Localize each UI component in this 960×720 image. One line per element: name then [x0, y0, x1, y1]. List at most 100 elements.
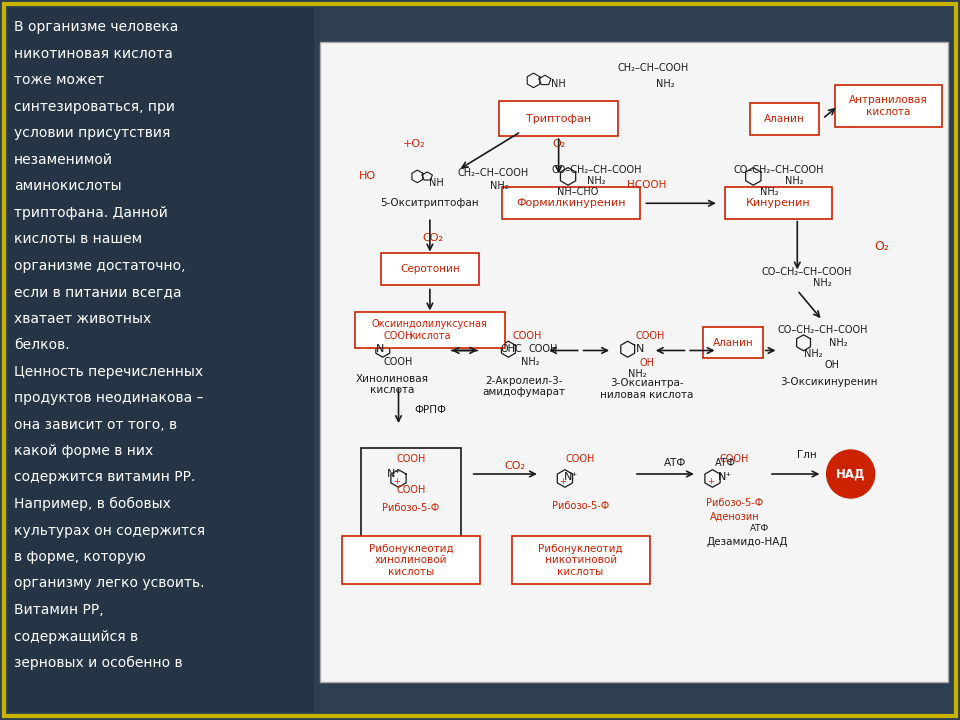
- Text: Серотонин: Серотонин: [400, 264, 460, 274]
- Text: зерновых и особенно в: зерновых и особенно в: [14, 656, 182, 670]
- Text: АТФ: АТФ: [663, 458, 686, 468]
- Text: Кинуренин: Кинуренин: [746, 198, 811, 208]
- Bar: [361, 449, 462, 538]
- Text: кислоты в нашем: кислоты в нашем: [14, 232, 142, 246]
- Text: COOH: COOH: [635, 331, 664, 341]
- Bar: [502, 187, 640, 220]
- Bar: [725, 187, 831, 220]
- Text: +: +: [560, 477, 566, 486]
- Text: CH₂–CH–COOH: CH₂–CH–COOH: [617, 63, 688, 73]
- Bar: [342, 536, 480, 585]
- Text: В организме человека: В организме человека: [14, 20, 179, 34]
- Text: NH₂: NH₂: [628, 369, 646, 379]
- Text: N: N: [636, 344, 644, 354]
- Text: NH₂: NH₂: [759, 187, 779, 197]
- Text: +O₂: +O₂: [403, 140, 425, 150]
- Text: O₂: O₂: [875, 240, 890, 253]
- Text: ФРПФ: ФРПФ: [414, 405, 445, 415]
- Text: HO: HO: [358, 171, 375, 181]
- Text: OH: OH: [639, 359, 654, 369]
- Text: Рибонуклеотид
хинолиновой
кислоты: Рибонуклеотид хинолиновой кислоты: [369, 544, 453, 577]
- Text: COOH: COOH: [396, 454, 425, 464]
- Text: условии присутствия: условии присутствия: [14, 126, 170, 140]
- Text: если в питании всегда: если в питании всегда: [14, 285, 181, 299]
- Text: HCOOH: HCOOH: [627, 181, 666, 190]
- Text: CO–CH₂–CH–COOH: CO–CH₂–CH–COOH: [733, 165, 824, 175]
- Text: +: +: [393, 477, 400, 486]
- Text: OH: OH: [825, 360, 839, 370]
- Text: N⁺: N⁺: [718, 472, 732, 482]
- Text: +: +: [708, 477, 714, 486]
- Text: COOH: COOH: [384, 357, 413, 367]
- Text: Аланин: Аланин: [764, 114, 805, 124]
- Text: Рибозо-5-Ф: Рибозо-5-Ф: [706, 498, 763, 508]
- Text: N⁺: N⁺: [564, 472, 578, 482]
- Text: Формилкинуренин: Формилкинуренин: [516, 198, 626, 208]
- Text: Рибозо-5-Ф: Рибозо-5-Ф: [382, 503, 440, 513]
- Text: Дезамидо-НАД: Дезамидо-НАД: [707, 537, 788, 547]
- Bar: [750, 103, 819, 135]
- Text: аминокислоты: аминокислоты: [14, 179, 122, 193]
- Bar: [512, 536, 650, 585]
- Text: АТФ: АТФ: [714, 458, 735, 468]
- Bar: [835, 85, 942, 127]
- Text: незаменимой: незаменимой: [14, 153, 113, 166]
- Text: COOH: COOH: [566, 454, 595, 464]
- Text: CO–CH₂–CH–COOH: CO–CH₂–CH–COOH: [778, 325, 868, 335]
- Text: NH–CHO: NH–CHO: [557, 187, 598, 197]
- Text: белков.: белков.: [14, 338, 70, 352]
- Text: какой форме в них: какой форме в них: [14, 444, 154, 458]
- Text: она зависит от того, в: она зависит от того, в: [14, 418, 178, 431]
- Text: тоже может: тоже может: [14, 73, 104, 87]
- Text: Витамин РР,: Витамин РР,: [14, 603, 104, 617]
- Text: CH₂–CH–COOH: CH₂–CH–COOH: [457, 168, 528, 179]
- Circle shape: [827, 450, 875, 498]
- Text: Аланин: Аланин: [713, 338, 754, 348]
- Text: НАД: НАД: [836, 467, 865, 480]
- Bar: [320, 42, 948, 682]
- Bar: [8, 8, 314, 712]
- Text: NH₂: NH₂: [828, 338, 848, 348]
- Text: Рибонуклеотид
никотиновой
кислоты: Рибонуклеотид никотиновой кислоты: [539, 544, 623, 577]
- Text: в форме, которую: в форме, которую: [14, 550, 146, 564]
- Text: продуктов неодинакова –: продуктов неодинакова –: [14, 391, 204, 405]
- Text: COOH: COOH: [528, 344, 558, 354]
- Text: Рибозо-5-Ф: Рибозо-5-Ф: [552, 501, 610, 511]
- Text: NH₂: NH₂: [785, 176, 804, 186]
- Text: Аденозин: Аденозин: [709, 512, 759, 522]
- Bar: [704, 328, 763, 358]
- Text: Например, в бобовых: Например, в бобовых: [14, 497, 171, 511]
- Text: 3-Оксикинуренин: 3-Оксикинуренин: [780, 377, 877, 387]
- Text: содержится витамин РР.: содержится витамин РР.: [14, 470, 196, 485]
- Text: NH: NH: [429, 178, 444, 188]
- Text: NH₂: NH₂: [521, 357, 540, 367]
- Text: культурах он содержится: культурах он содержится: [14, 523, 205, 538]
- Text: никотиновая кислота: никотиновая кислота: [14, 47, 173, 60]
- Text: CO–CH₂–CH–COOH: CO–CH₂–CH–COOH: [551, 165, 641, 175]
- Text: Оксииндолилуксусная
кислота: Оксииндолилуксусная кислота: [372, 319, 488, 341]
- Text: организме достаточно,: организме достаточно,: [14, 258, 185, 272]
- Text: N⁺: N⁺: [387, 469, 401, 479]
- Text: NH₂: NH₂: [490, 181, 508, 191]
- Text: содержащийся в: содержащийся в: [14, 629, 138, 644]
- Text: NH₂: NH₂: [804, 349, 823, 359]
- Text: COOH: COOH: [720, 454, 749, 464]
- Bar: [381, 253, 479, 285]
- Text: CO₂: CO₂: [422, 233, 444, 243]
- Text: синтезироваться, при: синтезироваться, при: [14, 99, 175, 114]
- Text: COOH: COOH: [513, 331, 542, 341]
- Text: Хинолиновая
кислота: Хинолиновая кислота: [356, 374, 429, 395]
- Text: Триптофан: Триптофан: [526, 114, 591, 124]
- Text: Антраниловая
кислота: Антраниловая кислота: [849, 95, 927, 117]
- Text: 2-Акролеил-3-
амидофумарат: 2-Акролеил-3- амидофумарат: [483, 376, 565, 397]
- Text: COOH: COOH: [396, 485, 425, 495]
- Text: хватает животных: хватает животных: [14, 312, 152, 325]
- Text: NH₂: NH₂: [587, 176, 606, 186]
- Bar: [499, 102, 618, 136]
- Text: организму легко усвоить.: организму легко усвоить.: [14, 577, 204, 590]
- Text: CO–CH₂–CH–COOH: CO–CH₂–CH–COOH: [761, 267, 852, 277]
- Text: NH: NH: [551, 78, 566, 89]
- Text: АТФ: АТФ: [750, 524, 769, 533]
- Text: Ценность перечисленных: Ценность перечисленных: [14, 364, 204, 379]
- Bar: [354, 312, 505, 348]
